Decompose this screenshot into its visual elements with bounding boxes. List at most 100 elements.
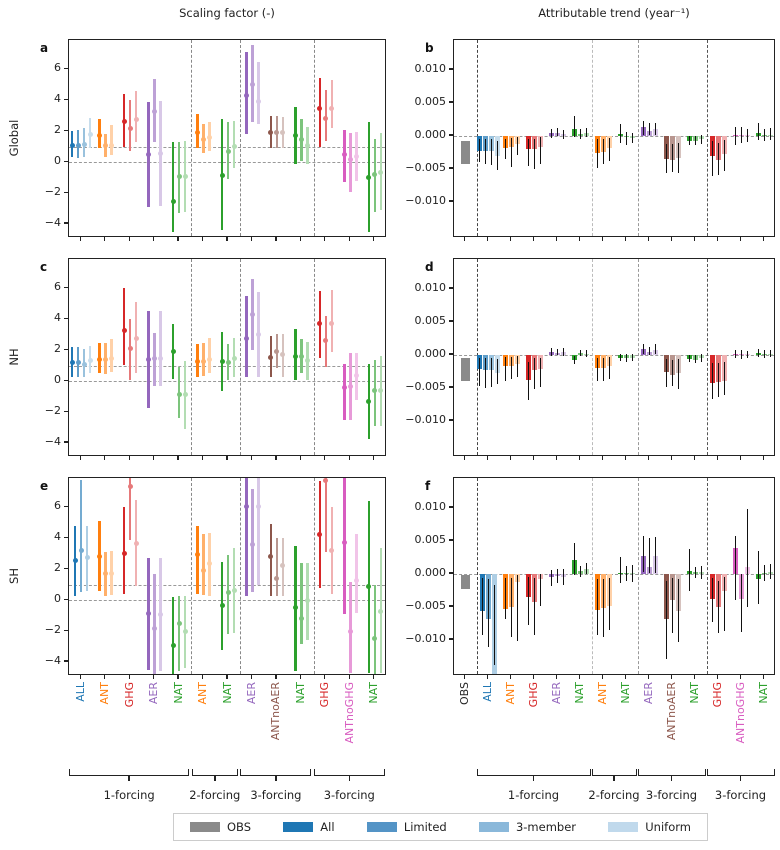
trend-whisker-ALL bbox=[487, 579, 490, 647]
y-tick bbox=[449, 386, 453, 388]
forcing-brace-nub bbox=[613, 776, 615, 781]
y-tick-label: −0.010 bbox=[405, 413, 446, 427]
trend-whisker-ALL bbox=[496, 358, 499, 385]
trend-whisker-GHG bbox=[711, 362, 714, 399]
x-tick bbox=[693, 456, 696, 460]
error-bar-AER bbox=[159, 310, 162, 386]
marker-dot-NAT bbox=[170, 349, 176, 355]
trend-whisker-NAT bbox=[694, 136, 697, 145]
legend-item-All: All bbox=[283, 820, 335, 834]
y-tick-label: −2 bbox=[44, 185, 61, 199]
obs-range-bar bbox=[461, 575, 470, 590]
x-tick-label-ALL: ALL bbox=[73, 682, 87, 702]
trend-whisker-AER bbox=[550, 570, 553, 586]
x-tick bbox=[716, 675, 719, 679]
marker-dot-ANT bbox=[97, 554, 103, 560]
x-tick bbox=[555, 237, 558, 241]
x-tick-label-ALL: ALL bbox=[481, 682, 494, 702]
trend-whisker-ANT bbox=[516, 137, 519, 155]
y-tick bbox=[449, 68, 453, 70]
trend-whisker-NAT bbox=[631, 354, 634, 361]
x-tick bbox=[578, 456, 581, 460]
error-bar-GHG bbox=[324, 90, 328, 141]
error-bar-AER bbox=[257, 478, 260, 585]
y-tick-label: −0.010 bbox=[405, 632, 446, 646]
y-tick bbox=[449, 320, 453, 322]
marker-dot-NAT bbox=[231, 588, 237, 594]
trend-whisker-NAT bbox=[625, 566, 628, 581]
group-separator bbox=[638, 478, 639, 674]
y-tick-label: 0.000 bbox=[414, 128, 447, 142]
x-tick-label-NAT: NAT bbox=[688, 682, 701, 704]
forcing-group-label: 3-forcing bbox=[645, 788, 698, 802]
trend-whisker-NAT bbox=[585, 349, 588, 357]
trend-whisker-ANTnoAER bbox=[677, 579, 680, 642]
y-tick-label: 0.010 bbox=[414, 62, 447, 76]
trend-whisker-ANT bbox=[510, 577, 513, 637]
trend-whisker-ANTnoAER bbox=[671, 360, 674, 387]
y-tick bbox=[64, 160, 68, 162]
trend-whisker-ANT bbox=[596, 357, 599, 382]
trend-whisker-ANT bbox=[608, 138, 611, 162]
y-tick-label: −4 bbox=[44, 435, 61, 449]
marker-dot-AER bbox=[243, 504, 249, 510]
trend-whisker-ANT bbox=[608, 357, 611, 379]
trend-whisker-AER bbox=[648, 538, 651, 574]
y-tick-label: 0.005 bbox=[414, 95, 447, 109]
x-tick bbox=[153, 237, 155, 241]
marker-dot-GHG bbox=[329, 548, 335, 554]
y-tick-label: 2 bbox=[54, 561, 61, 575]
trend-whisker-NAT bbox=[700, 354, 703, 362]
marker-dot-GHG bbox=[121, 550, 127, 556]
x-tick-label-ANTnoGHG: ANTnoGHG bbox=[734, 682, 747, 744]
row-label-Global: Global bbox=[7, 119, 21, 157]
y-tick bbox=[64, 222, 68, 224]
x-tick bbox=[250, 675, 253, 679]
legend-swatch-icon bbox=[283, 822, 314, 832]
marker-dot-AER bbox=[255, 99, 261, 105]
panel-letter-a: a bbox=[40, 41, 49, 55]
y-tick bbox=[64, 286, 68, 288]
legend-item-3-member: 3-member bbox=[478, 820, 576, 834]
legend-swatch-icon bbox=[190, 822, 220, 832]
marker-dot-GHG bbox=[121, 118, 127, 124]
trend-whisker-ANTnoGHG bbox=[746, 351, 749, 358]
marker-dot-NAT bbox=[225, 589, 231, 595]
marker-dot-ALL bbox=[87, 131, 93, 137]
y-tick-label: −4 bbox=[44, 654, 61, 668]
trend-whisker-ANTnoAER bbox=[665, 580, 668, 659]
marker-dot-GHG bbox=[323, 338, 329, 344]
x-tick bbox=[348, 237, 350, 241]
y-tick bbox=[64, 441, 68, 443]
group-separator bbox=[191, 478, 193, 674]
y-tick-label: 0 bbox=[54, 154, 61, 168]
trend-whisker-ANT bbox=[596, 579, 599, 635]
y-tick bbox=[64, 348, 68, 350]
marker-dot-GHG bbox=[329, 321, 335, 327]
group-separator bbox=[240, 259, 242, 455]
left-column-title: Scaling factor (-) bbox=[179, 6, 275, 20]
group-separator bbox=[707, 40, 708, 236]
y-tick bbox=[64, 536, 68, 538]
trend-whisker-ALL bbox=[484, 138, 487, 164]
x-tick bbox=[79, 675, 81, 679]
marker-dot-ANT bbox=[109, 570, 115, 576]
y-tick bbox=[64, 410, 68, 412]
trend-whisker-ANT bbox=[516, 575, 519, 642]
x-tick-label-OBS: OBS bbox=[458, 682, 471, 705]
marker-dot-AER bbox=[249, 312, 255, 318]
x-tick bbox=[670, 456, 673, 460]
panel-letter-b: b bbox=[425, 41, 434, 55]
trend-whisker-AER bbox=[654, 122, 657, 136]
marker-dot-NAT bbox=[182, 391, 188, 397]
panel-c bbox=[68, 258, 386, 456]
x-tick bbox=[509, 237, 512, 241]
trend-whisker-GHG bbox=[723, 361, 726, 395]
x-tick bbox=[373, 675, 375, 679]
marker-dot-AER bbox=[152, 626, 158, 632]
x-tick bbox=[104, 237, 106, 241]
y-tick-label: 0.005 bbox=[414, 314, 447, 328]
trend-whisker-NAT bbox=[688, 136, 691, 146]
error-bar-AER bbox=[251, 488, 254, 593]
